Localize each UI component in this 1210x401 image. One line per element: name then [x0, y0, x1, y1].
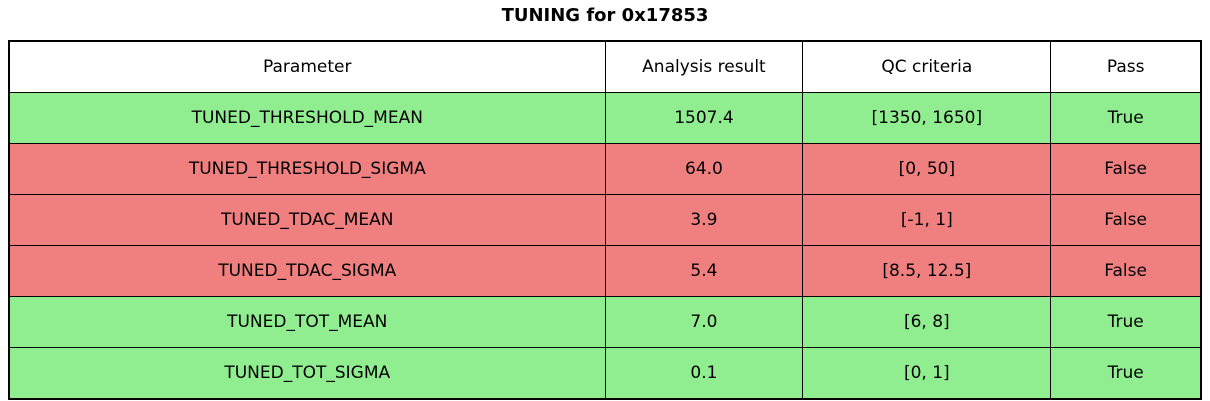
cell-pass: False: [1050, 143, 1202, 195]
header-row: Parameter Analysis result QC criteria Pa…: [8, 40, 1202, 93]
column-header-pass: Pass: [1050, 40, 1202, 93]
cell-parameter: TUNED_THRESHOLD_SIGMA: [8, 143, 606, 195]
cell-qc-criteria: [0, 1]: [802, 347, 1052, 400]
table-row: TUNED_THRESHOLD_SIGMA 64.0 [0, 50] False: [8, 143, 1202, 195]
cell-parameter: TUNED_THRESHOLD_MEAN: [8, 92, 606, 144]
qc-results-table: Parameter Analysis result QC criteria Pa…: [8, 40, 1202, 400]
column-header-qc-criteria: QC criteria: [802, 40, 1052, 93]
cell-qc-criteria: [1350, 1650]: [802, 92, 1052, 144]
cell-analysis-result: 0.1: [604, 347, 804, 400]
table-row: TUNED_TOT_SIGMA 0.1 [0, 1] True: [8, 347, 1202, 400]
column-header-analysis-result: Analysis result: [604, 40, 804, 93]
table-row: TUNED_TDAC_SIGMA 5.4 [8.5, 12.5] False: [8, 245, 1202, 297]
cell-analysis-result: 1507.4: [604, 92, 804, 144]
cell-qc-criteria: [0, 50]: [802, 143, 1052, 195]
cell-analysis-result: 7.0: [604, 296, 804, 348]
cell-pass: True: [1050, 92, 1202, 144]
table-row: TUNED_THRESHOLD_MEAN 1507.4 [1350, 1650]…: [8, 92, 1202, 144]
column-header-parameter: Parameter: [8, 40, 606, 93]
cell-parameter: TUNED_TDAC_SIGMA: [8, 245, 606, 297]
cell-parameter: TUNED_TDAC_MEAN: [8, 194, 606, 246]
cell-parameter: TUNED_TOT_SIGMA: [8, 347, 606, 400]
table-row: TUNED_TOT_MEAN 7.0 [6, 8] True: [8, 296, 1202, 348]
cell-analysis-result: 5.4: [604, 245, 804, 297]
page-title: TUNING for 0x17853: [501, 5, 709, 26]
cell-qc-criteria: [6, 8]: [802, 296, 1052, 348]
cell-parameter: TUNED_TOT_MEAN: [8, 296, 606, 348]
cell-qc-criteria: [-1, 1]: [802, 194, 1052, 246]
cell-analysis-result: 3.9: [604, 194, 804, 246]
cell-pass: True: [1050, 296, 1202, 348]
cell-pass: False: [1050, 245, 1202, 297]
table-row: TUNED_TDAC_MEAN 3.9 [-1, 1] False: [8, 194, 1202, 246]
cell-pass: True: [1050, 347, 1202, 400]
cell-pass: False: [1050, 194, 1202, 246]
cell-analysis-result: 64.0: [604, 143, 804, 195]
cell-qc-criteria: [8.5, 12.5]: [802, 245, 1052, 297]
